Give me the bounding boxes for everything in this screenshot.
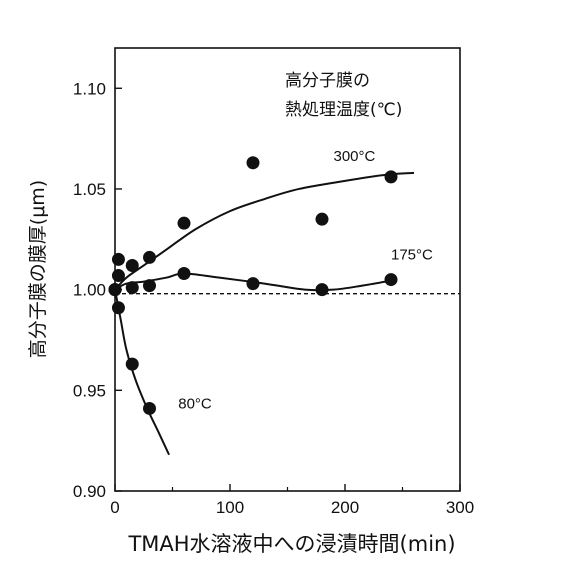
data-point-1 xyxy=(143,279,156,293)
y-tick-label: 1.10 xyxy=(73,79,106,98)
data-point-0 xyxy=(246,156,260,170)
series-label: 300°C xyxy=(334,148,376,165)
series-label: 175°C xyxy=(391,246,433,263)
fit-curve-layer xyxy=(114,171,415,456)
legend-title-line-1: 高分子膜の xyxy=(285,71,370,91)
y-tick-label: 1.05 xyxy=(73,180,106,199)
data-point-0 xyxy=(177,216,191,230)
data-point-2 xyxy=(111,301,125,315)
legend-title-line-2: 熱処理温度(℃) xyxy=(285,100,402,120)
data-point-1 xyxy=(177,267,191,281)
y-tick-label: 0.90 xyxy=(73,482,106,501)
data-point-0 xyxy=(143,250,156,264)
x-tick-label: 300 xyxy=(446,498,474,517)
data-point-2 xyxy=(143,401,156,415)
data-point-0 xyxy=(111,252,125,266)
data-point-layer xyxy=(108,156,398,415)
data-point-1 xyxy=(111,269,125,283)
y-tick-label: 0.95 xyxy=(73,381,106,400)
tick-layer: 0 100 200 300 0.90 0.95 1.00 1.05 1.10 xyxy=(73,79,474,517)
data-point-0 xyxy=(384,170,398,184)
data-point-1 xyxy=(384,273,398,287)
data-point-2 xyxy=(125,357,139,371)
fit-curve-2 xyxy=(114,289,170,456)
data-point-0 xyxy=(315,212,329,226)
fit-curve-0 xyxy=(114,171,415,291)
x-tick-label: 0 xyxy=(110,498,119,517)
series-label: 80°C xyxy=(178,395,212,412)
y-axis-title: 高分子膜の膜厚(μm) xyxy=(27,180,49,358)
x-tick-label: 100 xyxy=(216,498,244,517)
data-point-1 xyxy=(315,283,329,297)
data-point-0 xyxy=(125,258,139,272)
x-tick-label: 200 xyxy=(331,498,359,517)
x-axis-title: TMAH水溶液中への浸漬時間(min) xyxy=(127,532,455,556)
fit-curve-1 xyxy=(114,272,397,292)
y-tick-label: 1.00 xyxy=(73,281,106,300)
data-point-1 xyxy=(125,281,139,295)
data-point-1 xyxy=(246,277,260,291)
series-label-layer: 300°C 175°C 80°C xyxy=(178,148,433,413)
